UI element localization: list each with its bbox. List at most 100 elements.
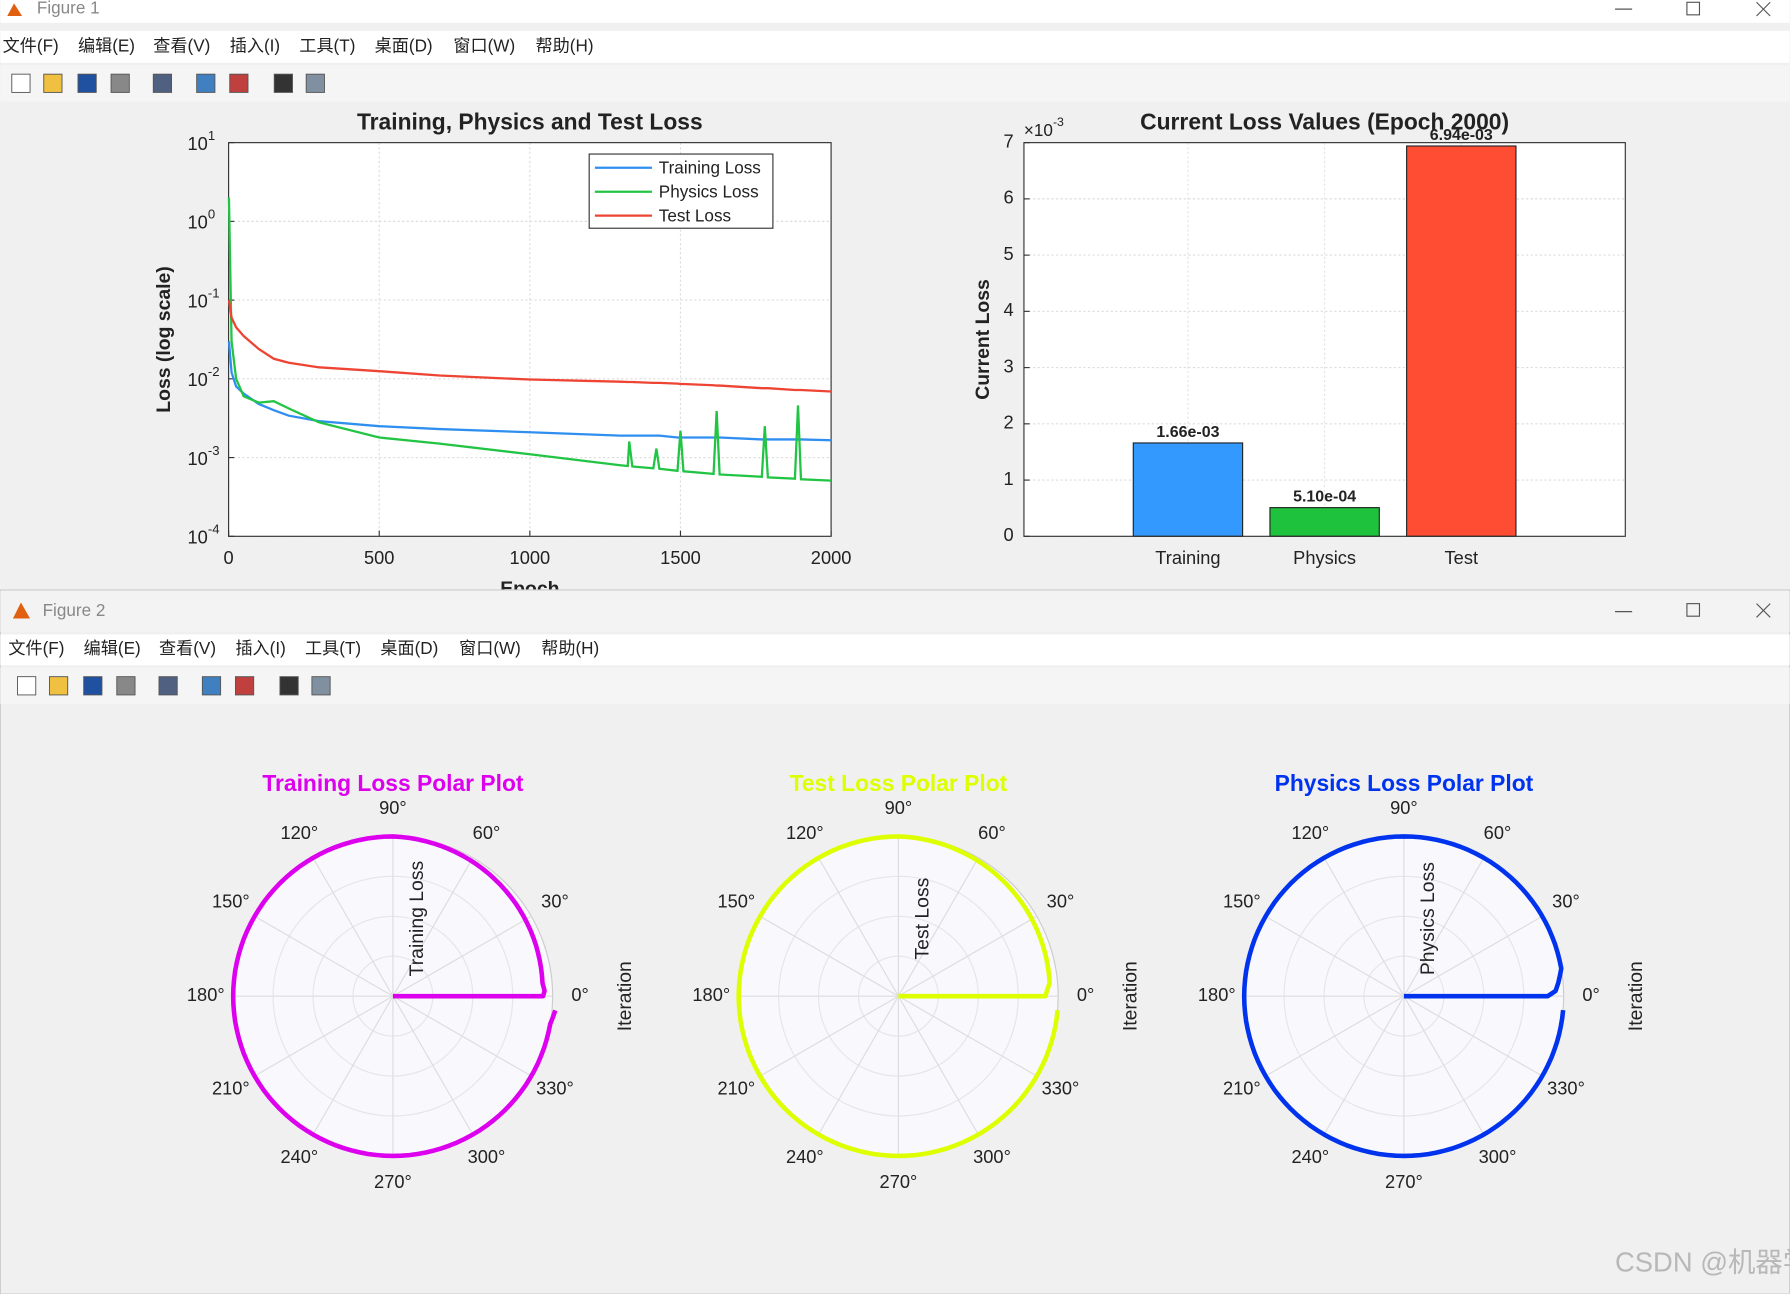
spoke — [1403, 915, 1543, 997]
watermark: CSDN @机器学习之心 — [1615, 1247, 1790, 1278]
y-tick-label: 3 — [1004, 355, 1014, 376]
angle-label: 300° — [973, 1146, 1011, 1167]
menu-item[interactable]: 窗口(W) — [453, 36, 515, 55]
menu-item[interactable]: 文件(F) — [8, 639, 64, 658]
menu-item[interactable]: 编辑(E) — [78, 36, 135, 55]
spoke — [898, 995, 1038, 1077]
r-axis-label: Training Loss — [406, 861, 428, 977]
angle-label: 90° — [1390, 797, 1418, 818]
angle-label: 210° — [212, 1078, 250, 1099]
close-button[interactable] — [1756, 603, 1771, 618]
value-label: 5.10e-04 — [1293, 489, 1356, 506]
toolbar-button[interactable] — [311, 676, 331, 696]
figure-window: Figure 1 文件(F) 编辑(E) 查看(V) 插入(I) 工具(T) 桌面(D) 窗… — [0, 0, 1790, 600]
y-tick-label-exponent: 1 — [208, 128, 215, 143]
title-bar — [0, 591, 1790, 633]
x-tick-label: 0 — [224, 547, 234, 568]
menu-item[interactable]: 工具(T) — [305, 639, 361, 658]
figure-window: Figure 2 文件(F) 编辑(E) 查看(V) 插入(I) 工具(T) 桌面(D) 窗… — [0, 589, 1790, 1294]
angle-label: 30° — [1552, 890, 1580, 911]
y-tick-label: 10-4 — [188, 522, 220, 547]
y-tick-label: 6 — [1004, 187, 1014, 208]
angle-label: 330° — [1042, 1078, 1080, 1099]
spoke — [254, 995, 394, 1077]
spoke — [1323, 995, 1405, 1135]
angle-label: 0° — [1582, 984, 1599, 1005]
x-tick-label: Physics — [1293, 547, 1356, 568]
angle-label: 180° — [692, 984, 730, 1005]
angle-label: 180° — [1198, 984, 1236, 1005]
chart-title: Physics Loss Polar Plot — [1275, 770, 1534, 796]
y-tick-label: 10-1 — [188, 286, 220, 311]
toolbar-button[interactable] — [234, 676, 255, 696]
menu-item[interactable]: 文件(F) — [3, 36, 59, 55]
close-button[interactable] — [1756, 1, 1771, 17]
y-tick-label: 10-2 — [188, 365, 220, 390]
menu-item[interactable]: 窗口(W) — [459, 639, 521, 658]
y-scale-label-base: ×10 — [1024, 121, 1053, 140]
y-tick-label-exponent: -2 — [208, 365, 220, 380]
angle-label: 240° — [1291, 1146, 1329, 1167]
value-label: 6.94e-03 — [1430, 127, 1493, 144]
toolbar-button[interactable] — [83, 676, 103, 696]
toolbar-button[interactable] — [43, 73, 63, 93]
angle-label: 330° — [1547, 1078, 1585, 1099]
toolbar-button[interactable] — [158, 676, 178, 696]
toolbar-button[interactable] — [201, 676, 222, 696]
toolbar-button[interactable] — [110, 73, 130, 93]
toolbar-button[interactable] — [17, 676, 37, 696]
angle-label: 150° — [1223, 890, 1261, 911]
angle-label: 60° — [978, 822, 1006, 843]
menu-item[interactable]: 帮助(H) — [541, 639, 599, 658]
x-tick-label: 1000 — [510, 547, 551, 568]
toolbar-button[interactable] — [152, 73, 173, 93]
menu-item[interactable]: 工具(T) — [299, 36, 355, 55]
y-tick-label-base: 10 — [188, 211, 208, 232]
angle-label: 0° — [1077, 984, 1094, 1005]
y-tick-label-base: 10 — [188, 290, 208, 311]
spoke — [254, 915, 394, 997]
toolbar-button[interactable] — [77, 73, 97, 93]
menu-item[interactable]: 帮助(H) — [536, 36, 594, 55]
toolbar — [0, 65, 1790, 102]
spoke — [897, 857, 979, 997]
toolbar-button[interactable] — [116, 676, 136, 696]
toolbar-button[interactable] — [196, 73, 216, 93]
spoke — [392, 995, 474, 1135]
angle-label: 150° — [717, 890, 755, 911]
menu-item[interactable]: 查看(V) — [159, 639, 216, 658]
toolbar-button[interactable] — [279, 676, 299, 696]
menu-item[interactable]: 插入(I) — [235, 639, 285, 658]
toolbar-button[interactable] — [229, 73, 249, 93]
angle-label: 270° — [880, 1171, 918, 1192]
maximize-button[interactable] — [1686, 1, 1701, 16]
menu-item[interactable]: 编辑(E) — [84, 639, 141, 658]
value-label: 1.66e-03 — [1156, 424, 1219, 441]
r-axis-label: Physics Loss — [1417, 862, 1439, 975]
bar — [1132, 442, 1244, 537]
menu-item[interactable]: 查看(V) — [153, 36, 210, 55]
title-bar — [0, 0, 1790, 23]
spoke — [1403, 995, 1543, 1077]
toolbar-button[interactable] — [11, 73, 31, 93]
spoke — [1323, 857, 1405, 997]
spoke — [759, 915, 899, 997]
x-tick-label: Test — [1445, 547, 1478, 568]
y-axis-label: Loss (log scale) — [153, 266, 175, 412]
toolbar-button[interactable] — [48, 676, 69, 696]
angle-label: 30° — [1047, 890, 1075, 911]
spoke — [897, 995, 979, 1135]
maximize-button[interactable] — [1686, 603, 1701, 617]
chart-title: Current Loss Values (Epoch 2000) — [1140, 108, 1509, 134]
toolbar-button[interactable] — [305, 73, 325, 93]
spoke — [312, 857, 394, 997]
menu-item[interactable]: 插入(I) — [230, 36, 280, 55]
menu-item[interactable]: 桌面(D) — [375, 36, 433, 55]
angle-label: 150° — [212, 890, 250, 911]
toolbar-button[interactable] — [273, 73, 293, 93]
spoke — [1403, 995, 1485, 1135]
menu-item[interactable]: 桌面(D) — [380, 639, 438, 658]
spoke — [392, 995, 532, 1077]
side-label: Iteration — [1625, 961, 1647, 1031]
x-tick-label: 500 — [364, 547, 394, 568]
